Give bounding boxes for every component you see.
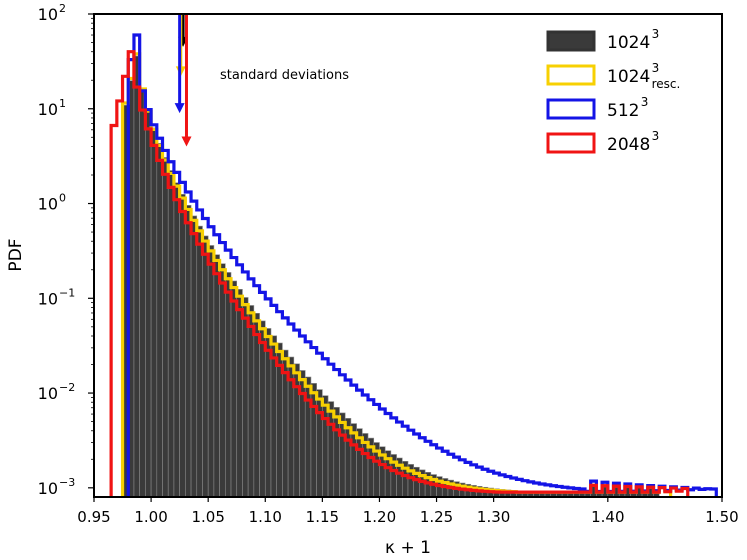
std-annotation: standard deviations <box>220 68 349 83</box>
x-tick-label-5: 1.20 <box>363 508 396 526</box>
legend-swatch-3 <box>546 132 596 154</box>
x-tick-label-8: 1.40 <box>591 508 624 526</box>
y-tick-exp-4: 1 <box>59 97 66 110</box>
series-step-outlines <box>109 33 718 497</box>
legend-sup-0: 3 <box>652 27 660 41</box>
legend-sup-1: 3 <box>652 61 660 75</box>
x-tick-label-7: 1.30 <box>477 508 510 526</box>
legend-label-1: 1024 <box>607 67 650 87</box>
x-tick-label-1: 1.00 <box>134 508 167 526</box>
legend-sup-3: 3 <box>652 129 660 143</box>
x-tick-label-0: 0.95 <box>77 508 110 526</box>
bar-1024-5 <box>150 127 158 498</box>
bar-1024-20 <box>236 289 243 498</box>
bar-1024-17 <box>219 263 226 498</box>
x-axis-label: κ + 1 <box>385 538 431 558</box>
legend-label-0: 1024 <box>607 33 650 53</box>
bar-1024-2 <box>133 55 140 498</box>
bar-1024-13 <box>196 225 203 498</box>
x-tick-label-2: 1.05 <box>191 508 224 526</box>
y-tick-label-4: 10 <box>38 100 58 119</box>
x-tick-label-3: 1.10 <box>249 508 282 526</box>
y-tick-label-3: 10 <box>38 195 58 214</box>
bar-1024-19 <box>230 280 238 498</box>
y-tick-exp-3: 0 <box>59 192 66 205</box>
legend-sub-1: resc. <box>652 77 681 91</box>
bar-1024-12 <box>190 215 198 498</box>
y-tick-exp-1: −2 <box>59 381 75 394</box>
y-tick-exp-2: −1 <box>59 286 75 299</box>
legend-swatch-1 <box>546 64 596 86</box>
legend-sup-2: 3 <box>641 95 649 109</box>
bar-1024-6 <box>156 143 163 498</box>
bar-1024-8 <box>167 170 175 498</box>
bar-1024-14 <box>202 235 209 498</box>
y-tick-exp-0: −3 <box>59 476 75 489</box>
bar-1024-3 <box>139 88 146 498</box>
bar-1024-15 <box>207 245 215 498</box>
step-outline-3 <box>109 50 690 497</box>
legend-label-3: 2048 <box>607 135 650 155</box>
y-tick-label-1: 10 <box>38 384 58 403</box>
bar-1024-11 <box>185 205 192 498</box>
std-arrows <box>174 14 192 147</box>
y-axis-label: PDF <box>6 238 26 271</box>
bar-1024-16 <box>213 254 220 498</box>
x-axis-ticks: 0.95 1.00 1.05 1.10 1.15 1.20 1.25 1.30 1.40 1.50 <box>77 497 739 526</box>
y-tick-label-5: 10 <box>38 5 58 24</box>
x-tick-label-4: 1.15 <box>306 508 339 526</box>
bar-1024-7 <box>162 157 169 498</box>
legend-swatch-2 <box>546 98 596 120</box>
std-arrow-head-2 <box>174 103 185 114</box>
legend-label-2: 512 <box>607 101 639 121</box>
std-arrow-head-3 <box>181 136 192 147</box>
y-tick-exp-5: 2 <box>59 2 66 15</box>
bar-1024-18 <box>225 272 232 498</box>
series-1024-bars <box>122 55 660 498</box>
y-tick-label-2: 10 <box>38 289 58 308</box>
bar-1024-4 <box>145 109 152 498</box>
bar-1024-10 <box>179 194 186 498</box>
plot-frame <box>93 13 723 498</box>
bar-1024-9 <box>173 182 180 498</box>
y-tick-label-0: 10 <box>38 479 58 498</box>
legend-swatch-0 <box>546 30 596 52</box>
x-tick-label-9: 1.50 <box>705 508 738 526</box>
x-tick-label-6: 1.25 <box>420 508 453 526</box>
